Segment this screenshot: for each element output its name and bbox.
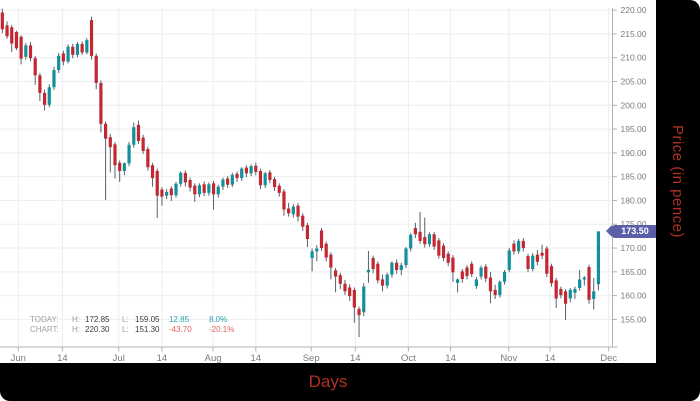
svg-text:210.00: 210.00: [621, 53, 647, 63]
svg-text:Oct: Oct: [401, 353, 416, 363]
svg-text:14: 14: [251, 353, 262, 363]
svg-text:14: 14: [350, 353, 361, 363]
plot-area[interactable]: 155.00 160.00 165.00 170.00 175.00 180.00 185.…: [0, 0, 658, 364]
svg-text:Jul: Jul: [113, 353, 125, 363]
y-axis-title: Price (in pence): [656, 0, 700, 363]
y-axis-title-band: [656, 0, 700, 401]
svg-text:Dec: Dec: [600, 353, 617, 363]
svg-text:215.00: 215.00: [621, 29, 647, 39]
svg-text:185.00: 185.00: [621, 172, 647, 182]
svg-text:155.00: 155.00: [621, 314, 647, 324]
svg-text:Nov: Nov: [500, 353, 517, 363]
svg-text:190.00: 190.00: [621, 148, 647, 158]
gridlines: [0, 8, 613, 347]
legend-chart-label: CHART:: [30, 324, 59, 334]
x-axis-title-text: Days: [308, 372, 348, 391]
svg-text:170.00: 170.00: [621, 243, 647, 253]
last-price-badge: 173.50: [606, 224, 658, 238]
svg-text:14: 14: [157, 353, 168, 363]
svg-text:Sep: Sep: [303, 353, 320, 363]
x-axis-title: Days: [0, 363, 656, 401]
legend-today-change: 12.85: [169, 315, 190, 324]
legend-today-label: TODAY:: [30, 315, 59, 324]
y-axis-labels: 155.00 160.00 165.00 170.00 175.00 180.00 185.…: [612, 5, 647, 324]
svg-text:175.00: 175.00: [621, 219, 647, 229]
svg-text:195.00: 195.00: [621, 124, 647, 134]
legend-row-today: TODAY: H: 172.85 L: 159.05 12.85 8.0%: [30, 315, 247, 325]
legend-chart-change-pct: -20.1%: [209, 324, 235, 334]
legend-chart-high-label: H:: [72, 324, 80, 334]
svg-text:160.00: 160.00: [621, 291, 647, 301]
y-axis-title-text: Price (in pence): [669, 124, 687, 239]
candles: [0, 8, 601, 338]
chart-legend: TODAY: H: 172.85 L: 159.05 12.85 8.0% CHART: H:…: [30, 315, 247, 334]
svg-text:14: 14: [57, 353, 68, 363]
svg-text:165.00: 165.00: [621, 267, 647, 277]
svg-text:205.00: 205.00: [621, 77, 647, 87]
svg-text:180.00: 180.00: [621, 195, 647, 205]
svg-text:14: 14: [445, 353, 456, 363]
candlestick-chart: 155.00 160.00 165.00 170.00 175.00 180.00 185.…: [0, 5, 647, 364]
legend-chart-high-value: 220.30: [85, 324, 110, 334]
legend-today-low-value: 159.05: [135, 315, 160, 324]
legend-chart-low-label: L:: [122, 324, 129, 334]
svg-text:Aug: Aug: [205, 353, 222, 363]
legend-today-change-pct: 8.0%: [209, 315, 228, 324]
legend-row-chart: CHART: H: 220.30 L: 151.30 -43.70 -20.1%: [30, 325, 247, 335]
x-axis-labels: Jun 14 Jul 14 Aug 14 Sep 14 Oct 14 Nov 14 Dec: [11, 347, 617, 364]
svg-text:14: 14: [545, 353, 556, 363]
svg-text:Jun: Jun: [11, 353, 26, 363]
legend-today-high-value: 172.85: [85, 315, 110, 324]
legend-today-low-label: L:: [122, 315, 129, 324]
svg-text:220.00: 220.00: [621, 5, 647, 15]
legend-chart-change: -43.70: [169, 324, 192, 334]
legend-today-high-label: H:: [72, 315, 80, 324]
legend-chart-low-value: 151.30: [135, 324, 160, 334]
svg-text:200.00: 200.00: [621, 100, 647, 110]
axis-lines: [0, 8, 618, 348]
x-axis-title-band: [0, 363, 656, 401]
